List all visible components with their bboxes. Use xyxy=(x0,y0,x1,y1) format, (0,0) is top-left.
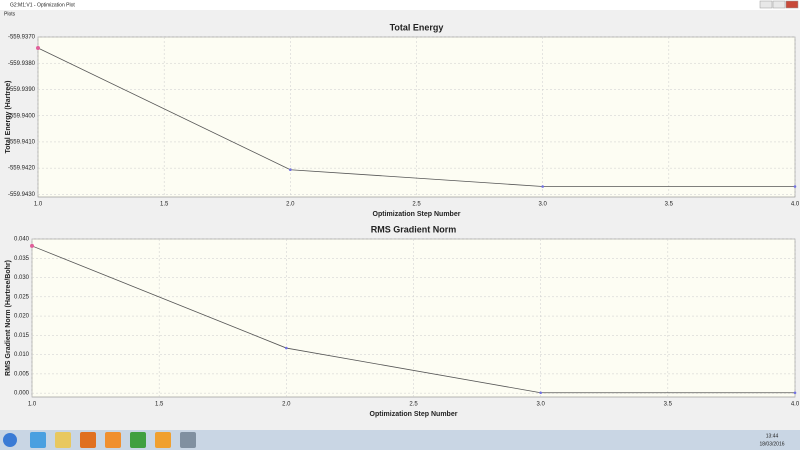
y-tick-label: -559.9400 xyxy=(8,113,36,119)
close-button[interactable] xyxy=(785,0,799,9)
x-tick-label: 1.5 xyxy=(160,202,169,208)
data-line xyxy=(37,47,795,187)
taskbar-icon[interactable] xyxy=(155,432,171,448)
y-axis-label: Total Energy (Hartree) xyxy=(5,81,12,154)
data-point xyxy=(289,168,292,172)
x-tick-label: 1.0 xyxy=(28,402,37,408)
data-point xyxy=(541,185,544,188)
taskbar-icon[interactable] xyxy=(180,432,196,448)
data-point xyxy=(36,46,40,51)
clock-time: 13:44 xyxy=(766,433,779,439)
taskbar xyxy=(0,430,800,450)
x-tick-label: 3.5 xyxy=(664,402,673,408)
y-tick-label: 0.000 xyxy=(14,391,30,397)
x-tick-label: 2.5 xyxy=(412,202,421,208)
chart-title: RMS Gradient Norm xyxy=(371,224,457,234)
x-tick-label: 1.5 xyxy=(155,402,164,408)
y-tick-label: -559.9420 xyxy=(8,166,36,172)
y-tick-label: 0.005 xyxy=(14,371,30,377)
maximize-button[interactable] xyxy=(772,0,786,9)
x-tick-label: 3.0 xyxy=(536,402,545,408)
x-axis-label: Optimization Step Number xyxy=(370,411,458,418)
y-tick-label: -559.9380 xyxy=(8,61,36,67)
y-tick-label: -559.9410 xyxy=(8,139,36,145)
title-bar xyxy=(0,0,800,10)
x-tick-label: 4.0 xyxy=(791,202,800,208)
data-point xyxy=(539,391,542,395)
y-tick-label: -559.9390 xyxy=(8,87,36,93)
x-tick-label: 2.5 xyxy=(409,402,418,408)
window-title: G2:M1:V1 - Optimization Plot xyxy=(10,2,75,8)
menu-item[interactable]: Plots xyxy=(4,11,16,17)
taskbar-icon[interactable] xyxy=(105,432,121,448)
y-tick-label: 0.015 xyxy=(14,333,30,339)
y-tick-label: -559.9430 xyxy=(8,192,36,198)
data-line xyxy=(31,245,795,394)
y-tick-label: 0.020 xyxy=(14,314,30,320)
y-tick-label: -559.9370 xyxy=(8,35,36,41)
y-axis-label: RMS Gradient Norm (Hartree/Bohr) xyxy=(5,260,12,376)
y-tick-label: 0.030 xyxy=(14,275,30,281)
x-tick-label: 2.0 xyxy=(286,202,295,208)
x-tick-label: 1.0 xyxy=(34,202,43,208)
plot-area xyxy=(31,238,796,398)
clock-date: 18/03/2016 xyxy=(759,441,784,447)
x-tick-label: 2.0 xyxy=(282,402,291,408)
taskbar-icon[interactable] xyxy=(130,432,146,448)
data-point xyxy=(30,243,34,248)
data-point xyxy=(793,391,797,395)
y-tick-label: 0.025 xyxy=(14,294,30,300)
x-tick-label: 4.0 xyxy=(791,402,800,408)
minimize-button[interactable] xyxy=(759,0,773,9)
data-point xyxy=(793,185,797,188)
y-tick-label: 0.010 xyxy=(14,352,30,358)
x-axis-label: Optimization Step Number xyxy=(373,211,461,218)
x-tick-label: 3.5 xyxy=(665,202,674,208)
start-button[interactable] xyxy=(3,433,17,447)
chart-title: Total Energy xyxy=(390,22,444,32)
y-tick-label: 0.040 xyxy=(14,237,30,243)
data-point xyxy=(285,346,288,350)
taskbar-icon[interactable] xyxy=(30,432,46,448)
y-tick-label: 0.035 xyxy=(14,256,30,262)
taskbar-icon[interactable] xyxy=(80,432,96,448)
x-tick-label: 3.0 xyxy=(538,202,547,208)
taskbar-icon[interactable] xyxy=(55,432,71,448)
